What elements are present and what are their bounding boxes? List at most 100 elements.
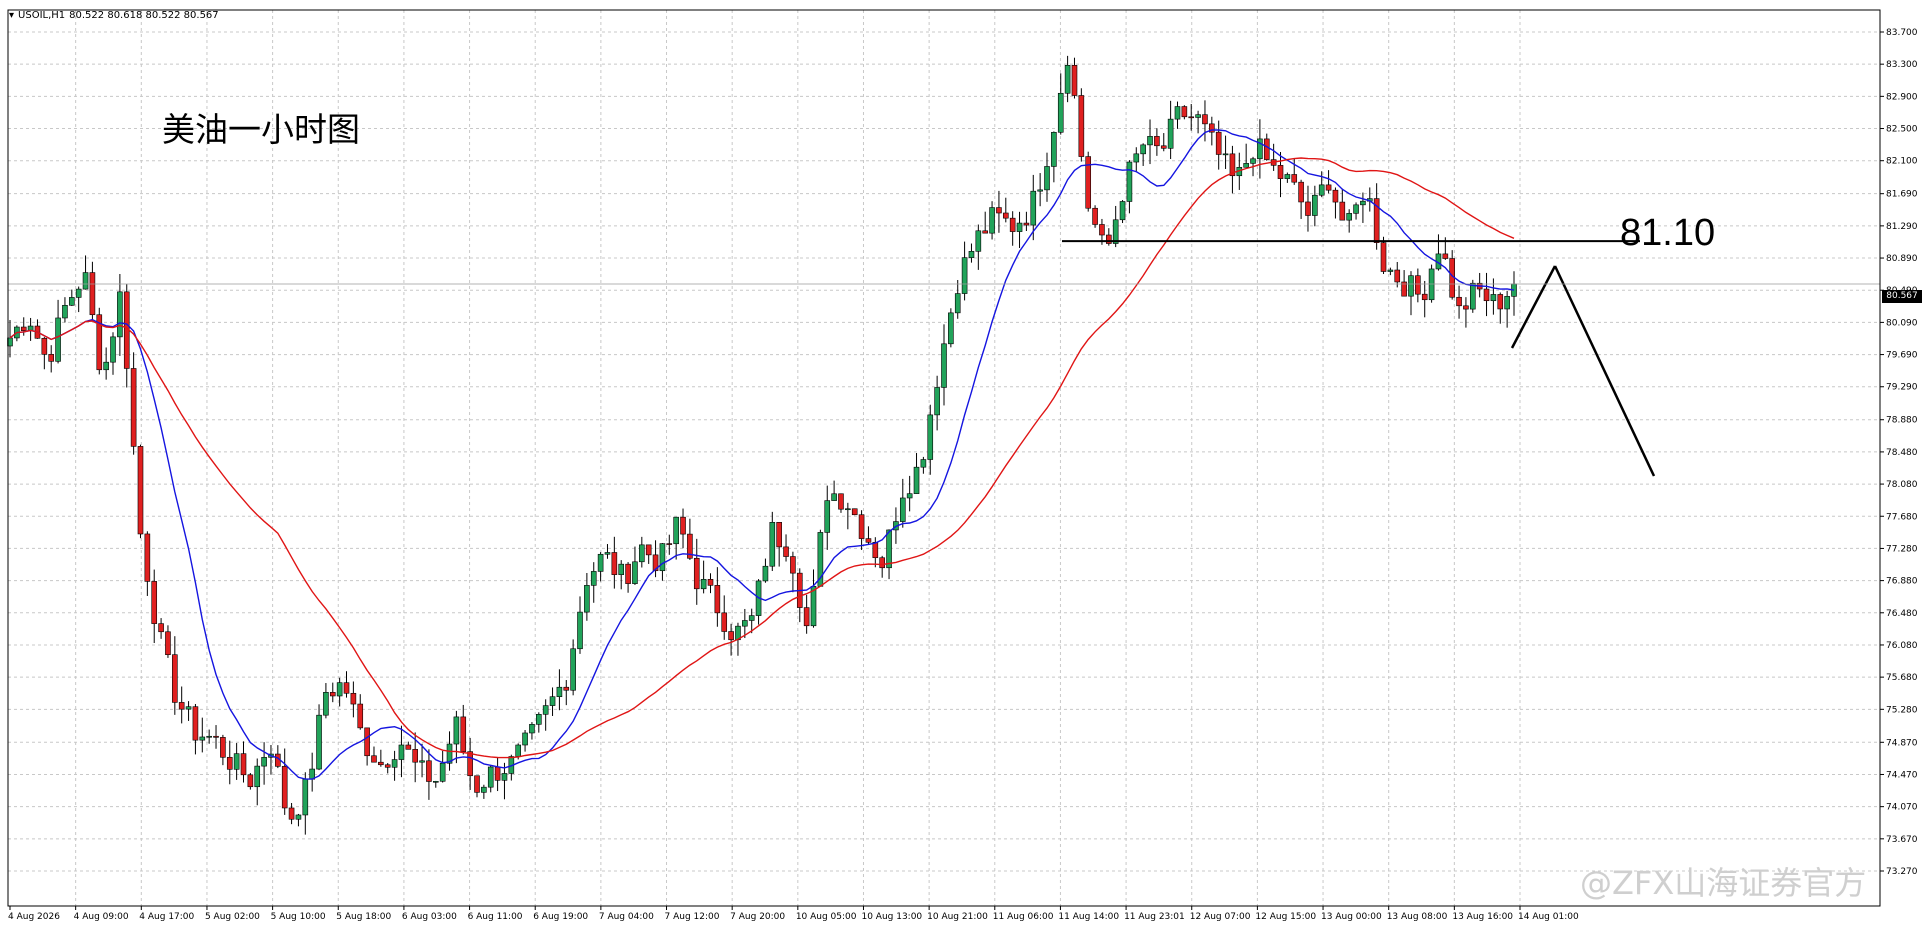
candle-body — [1490, 294, 1497, 302]
candle-body — [542, 705, 549, 715]
x-tick-label: 5 Aug 18:00 — [336, 912, 391, 922]
candle-body — [226, 756, 233, 770]
x-tick-label: 6 Aug 03:00 — [402, 912, 457, 922]
candle-body — [879, 557, 885, 569]
candle-body — [707, 579, 714, 586]
candle-body — [1442, 253, 1449, 259]
candle-body — [487, 766, 494, 788]
candle-body — [769, 522, 776, 567]
candle-body — [838, 493, 844, 510]
candle-body — [1078, 95, 1085, 157]
candle-body — [103, 361, 109, 371]
candle-body — [398, 744, 405, 760]
y-tick-label: 73.270 — [1886, 867, 1918, 877]
candle-body — [1291, 174, 1298, 183]
candle-body — [824, 500, 831, 533]
candle-body — [329, 692, 336, 697]
candle-body — [501, 773, 508, 781]
candle-body — [1092, 207, 1098, 225]
candle-body — [721, 612, 728, 632]
candle-body — [481, 786, 487, 793]
candle-body — [604, 552, 611, 555]
y-tick-label: 74.070 — [1886, 803, 1918, 813]
candle-body — [961, 257, 968, 294]
triangle-down-icon[interactable]: ▾ — [9, 10, 15, 21]
candle-body — [1009, 217, 1016, 232]
x-tick-label: 10 Aug 13:00 — [861, 912, 922, 922]
candle-body — [1188, 116, 1195, 119]
x-tick-label: 5 Aug 02:00 — [205, 912, 260, 922]
candle-body — [597, 553, 604, 572]
candle-body — [412, 749, 418, 763]
candle-body — [1126, 161, 1133, 202]
candle-body — [536, 714, 542, 725]
candle-body — [872, 541, 879, 559]
candle-body — [1353, 204, 1359, 214]
candle-body — [1401, 281, 1407, 297]
candle-body — [1215, 131, 1222, 155]
candle-body — [467, 751, 473, 777]
y-tick-label: 82.500 — [1886, 125, 1918, 135]
candle-body — [426, 760, 432, 782]
candle-body — [419, 760, 425, 763]
y-tick-label: 78.080 — [1886, 480, 1918, 490]
candle-body — [364, 727, 370, 757]
chart-frame — [7, 9, 1881, 907]
candle-body — [790, 556, 796, 574]
y-tick-label: 76.480 — [1886, 609, 1918, 619]
x-tick-label: 13 Aug 08:00 — [1387, 912, 1448, 922]
candle-body — [240, 753, 247, 776]
candle-body — [178, 702, 185, 710]
candle-body — [1099, 224, 1105, 236]
x-tick-label: 12 Aug 07:00 — [1190, 912, 1251, 922]
candle-body — [1140, 144, 1146, 155]
y-tick-label: 83.300 — [1886, 60, 1918, 70]
candle-body — [1064, 65, 1071, 94]
chart-title-annotation: 美油一小时图 — [162, 110, 360, 149]
candle-body — [1167, 118, 1174, 149]
candle-body — [117, 291, 123, 338]
candle-body — [687, 533, 693, 559]
candle-body — [391, 759, 398, 768]
candle-body — [982, 230, 988, 234]
candle-body — [762, 565, 769, 582]
candle-body — [316, 714, 322, 770]
y-tick-label: 82.100 — [1886, 157, 1918, 167]
y-tick-label: 74.470 — [1886, 770, 1918, 780]
candle-body — [851, 508, 858, 516]
candle-body — [913, 466, 920, 494]
candle-body — [1394, 269, 1401, 283]
candle-body — [1360, 200, 1366, 206]
candle-body — [652, 554, 659, 572]
candle-body — [1071, 65, 1078, 96]
y-tick-label: 79.690 — [1886, 351, 1918, 361]
candle-body — [89, 272, 96, 316]
x-tick-label: 6 Aug 19:00 — [533, 912, 588, 922]
y-tick-label: 75.680 — [1886, 673, 1918, 683]
ma-fast-line — [9, 129, 1515, 780]
candle-body — [1257, 138, 1263, 160]
candle-body — [886, 529, 892, 569]
candle-body — [192, 706, 199, 741]
y-tick-label: 73.670 — [1886, 835, 1918, 845]
ma-slow-line — [9, 157, 1515, 759]
candle-body — [1222, 153, 1229, 156]
candle-body — [130, 368, 137, 447]
candle-body — [714, 585, 721, 614]
candle-body — [460, 716, 467, 752]
drawings — [8, 240, 1880, 477]
candle-body — [748, 615, 755, 621]
candle-body — [831, 493, 837, 501]
candle-body — [144, 533, 151, 582]
y-tick-label: 77.280 — [1886, 544, 1918, 554]
candle-body — [858, 514, 865, 539]
candle-body — [659, 543, 666, 572]
candle-body — [254, 765, 261, 788]
candle-body — [742, 620, 748, 627]
candle-body — [700, 579, 707, 590]
candle-body — [975, 230, 982, 252]
projection-down-line — [1553, 265, 1656, 477]
candle-body — [233, 753, 240, 770]
